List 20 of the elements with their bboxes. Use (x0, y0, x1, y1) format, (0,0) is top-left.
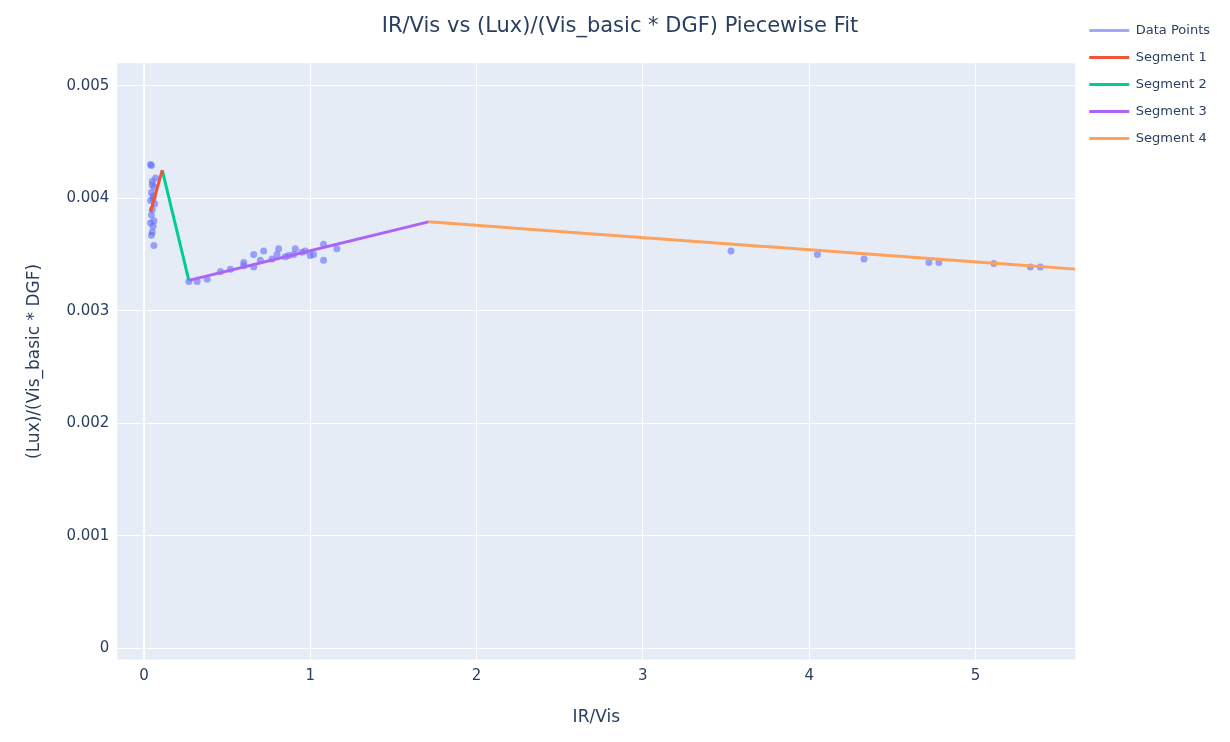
x-tick-label: 4 (804, 666, 814, 685)
y-tick-label: 0.002 (66, 413, 110, 432)
y-tick-label: 0.005 (66, 75, 110, 94)
legend-label: Segment 3 (1135, 102, 1207, 118)
y-tick-label: 0 (99, 638, 110, 657)
y-tick-label: 0.001 (66, 525, 110, 544)
x-tick-label: 3 (638, 666, 648, 685)
x-axis-title: IR/Vis (572, 706, 621, 727)
legend-label: Segment 2 (1135, 75, 1207, 91)
legend-label: Data Points (1135, 21, 1211, 37)
x-tick-label: 1 (305, 666, 316, 685)
legend-label: Segment 1 (1135, 48, 1207, 64)
x-tick-label: 2 (471, 666, 482, 685)
y-axis-title: (Lux)/(Vis_basic * DGF) (22, 263, 44, 459)
x-tick-label: 5 (970, 666, 981, 685)
chart-title: IR/Vis vs (Lux)/(Vis_basic * DGF) Piecewise Fit (381, 13, 859, 39)
y-tick-label: 0.003 (66, 300, 110, 319)
legend-label: Segment 4 (1135, 129, 1207, 145)
x-tick-label: 0 (139, 666, 149, 685)
y-tick-label: 0.004 (66, 188, 110, 207)
